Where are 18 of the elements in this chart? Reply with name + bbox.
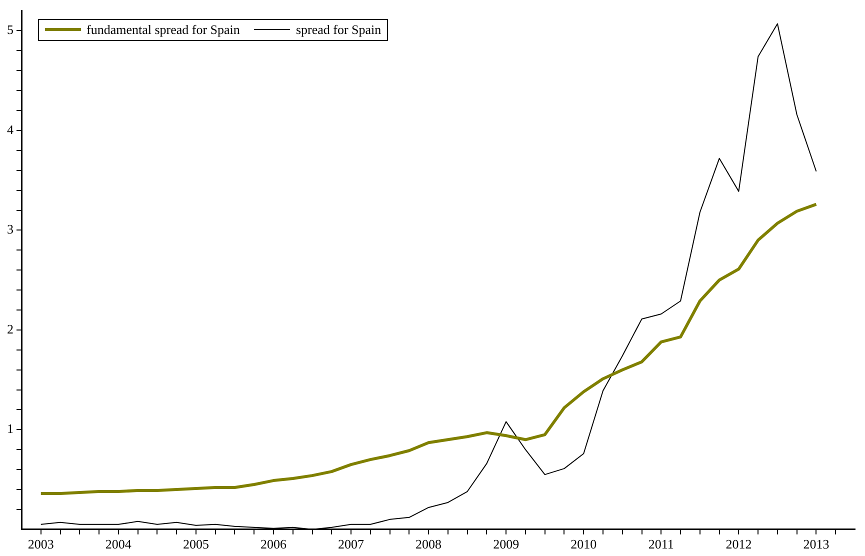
legend-label: spread for Spain bbox=[296, 22, 382, 38]
x-tick-label: 2012 bbox=[726, 536, 752, 552]
x-tick-label: 2003 bbox=[28, 536, 54, 552]
x-tick-label: 2009 bbox=[493, 536, 520, 552]
x-tick-label: 2013 bbox=[803, 536, 830, 552]
x-tick-label: 2007 bbox=[338, 536, 365, 552]
x-tick-label: 2005 bbox=[182, 536, 209, 552]
x-tick-label: 2010 bbox=[570, 536, 597, 552]
x-tick-label: 2008 bbox=[416, 536, 442, 552]
y-tick-label: 5 bbox=[7, 22, 14, 38]
x-tick-label: 2004 bbox=[105, 536, 132, 552]
y-tick-label: 1 bbox=[7, 421, 14, 436]
y-tick-label: 4 bbox=[7, 122, 14, 137]
x-tick-label: 2006 bbox=[260, 536, 287, 552]
y-tick-label: 2 bbox=[7, 321, 14, 336]
legend-label: fundamental spread for Spain bbox=[86, 22, 240, 38]
x-tick-label: 2011 bbox=[648, 536, 674, 552]
y-tick-label: 3 bbox=[7, 222, 14, 237]
